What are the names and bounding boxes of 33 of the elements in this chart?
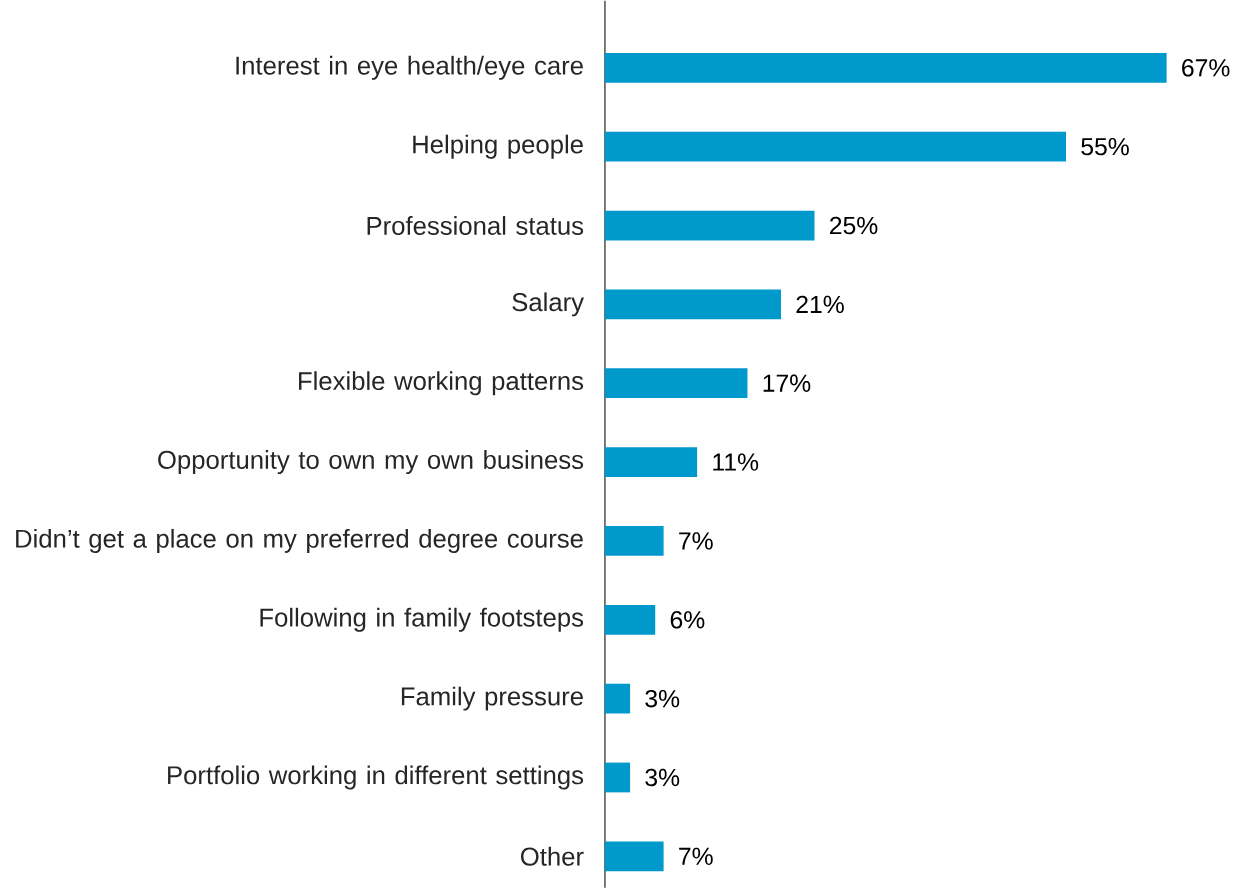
data-label: 11% [713, 453, 759, 471]
bar [604, 53, 1167, 83]
y-tick-label: Helping people [413, 134, 583, 159]
data-label: 3% [645, 690, 680, 708]
y-tick-label: Following in family footsteps [260, 607, 584, 632]
data-label: 25% [830, 216, 878, 235]
bar [604, 210, 815, 241]
bar [604, 131, 1067, 162]
data-label: 67% [1182, 59, 1230, 77]
bar [604, 368, 748, 399]
bar [604, 762, 631, 793]
y-tick-label: Family pressure [401, 686, 583, 711]
data-label: 55% [1081, 138, 1129, 156]
bar [604, 289, 781, 320]
data-label: 21% [796, 295, 844, 314]
y-tick-label: Opportunity to own my own business [158, 450, 584, 475]
y-tick-label: Interest in eye health/eye care [236, 56, 583, 80]
data-label: 7% [679, 532, 713, 550]
y-tick-label: Didn’t get a place on my preferred degree course [16, 529, 583, 554]
data-label: 7% [679, 847, 713, 866]
bar [604, 683, 631, 714]
y-tick-label: Other [520, 847, 584, 866]
y-tick-label: Portfolio working in different settings [168, 765, 584, 790]
y-tick-label: Salary [512, 292, 584, 317]
y-tick-label: Professional status [367, 216, 584, 236]
bar [604, 447, 698, 478]
data-label: 17% [763, 374, 811, 393]
data-label: 3% [645, 768, 680, 787]
bar [604, 605, 656, 635]
data-label: 6% [670, 611, 705, 629]
y-tick-label: Flexible working patterns [299, 371, 584, 396]
bar [604, 526, 664, 556]
bar [604, 841, 664, 872]
